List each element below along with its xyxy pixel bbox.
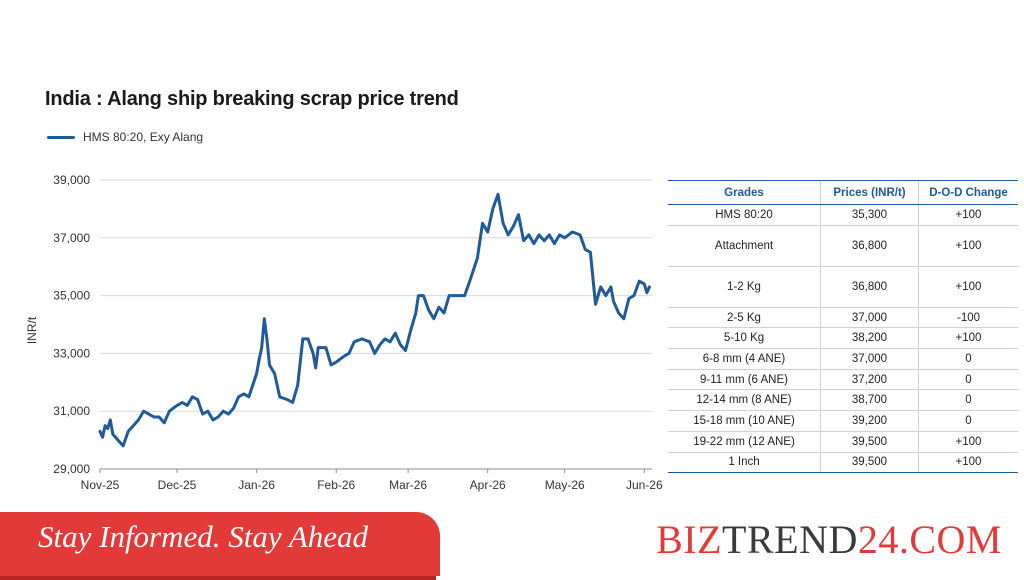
x-tick-label: Dec-25 [158, 478, 197, 492]
cell-grade: Attachment [668, 225, 821, 267]
brand-logo: BIZTREND24.COM [656, 516, 1002, 563]
x-tick-label: Feb-26 [317, 478, 355, 492]
y-tick-label: 37,000 [53, 231, 90, 245]
cell-grade: 1-2 Kg [668, 266, 821, 308]
x-tick-label: Mar-26 [389, 478, 427, 492]
slogan-text: Stay Informed. Stay Ahead [38, 519, 369, 554]
cell-price: 38,200 [820, 327, 919, 350]
chart-legend: HMS 80:20, Exy Alang [47, 130, 203, 144]
cell-grade: 12-14 mm (8 ANE) [668, 389, 821, 412]
table-row: 6-8 mm (4 ANE) 37,000 0 [668, 348, 1018, 370]
table-row: 15-18 mm (10 ANE) 39,200 0 [668, 410, 1018, 432]
brand-logo-part: BIZ [656, 517, 723, 562]
cell-change: -100 [918, 307, 1018, 329]
table-row: HMS 80:20 35,300 +100 [668, 204, 1018, 226]
cell-price: 35,300 [820, 204, 919, 226]
cell-price: 37,000 [820, 307, 919, 329]
y-tick-label: 31,000 [53, 404, 90, 418]
cell-grade: 15-18 mm (10 ANE) [668, 410, 821, 432]
cell-change: +100 [918, 431, 1018, 453]
table-body: HMS 80:20 35,300 +100 Attachment 36,800 +100 1… [668, 204, 1018, 474]
header-prices: Prices (INR/t) [820, 180, 919, 205]
cell-change: 0 [918, 410, 1018, 432]
y-tick-label: 39,000 [53, 173, 90, 187]
x-tick-label: Apr-26 [470, 478, 506, 492]
y-tick-label: 33,000 [53, 346, 90, 360]
cell-price: 36,800 [820, 225, 919, 267]
cell-change: +100 [918, 452, 1018, 474]
cell-grade: 1 Inch [668, 452, 821, 474]
header-grades: Grades [668, 180, 821, 205]
series-line [98, 192, 651, 448]
x-tick-label: May-26 [545, 478, 585, 492]
y-axis-label: INR/t [25, 316, 39, 344]
cell-change: +100 [918, 204, 1018, 226]
cell-grade: 5-10 Kg [668, 327, 821, 350]
cell-change: 0 [918, 369, 1018, 391]
table-row: 1 Inch 39,500 +100 [668, 452, 1018, 474]
legend-swatch [47, 135, 75, 139]
line-chart: 29,000 31,000 33,000 35,000 37,000 39,000 Nov-… [25, 173, 663, 492]
cell-price: 37,200 [820, 369, 919, 391]
table-row: 19-22 mm (12 ANE) 39,500 +100 [668, 431, 1018, 453]
cell-grade: 2-5 Kg [668, 307, 821, 329]
cell-change: +100 [918, 266, 1018, 308]
cell-change: 0 [918, 348, 1018, 370]
x-tick-label: Jun-26 [626, 478, 663, 492]
table-row: 9-11 mm (6 ANE) 37,200 0 [668, 369, 1018, 391]
brand-logo-part: TREND [722, 517, 858, 562]
header-dod-change: D-O-D Change [918, 180, 1018, 205]
cell-price: 39,500 [820, 452, 919, 474]
cell-grade: 9-11 mm (6 ANE) [668, 369, 821, 391]
cell-price: 38,700 [820, 389, 919, 412]
cell-change: +100 [918, 327, 1018, 350]
y-tick-label: 35,000 [53, 289, 90, 303]
x-tick-label: Jan-26 [238, 478, 275, 492]
table-row: 2-5 Kg 37,000 -100 [668, 307, 1018, 329]
table-row: 12-14 mm (8 ANE) 38,700 0 [668, 389, 1018, 412]
x-tick-label: Nov-25 [81, 478, 120, 492]
cell-grade: 19-22 mm (12 ANE) [668, 431, 821, 453]
cell-price: 36,800 [820, 266, 919, 308]
table-row: Attachment 36,800 +100 [668, 225, 1018, 267]
price-table: Grades Prices (INR/t) D-O-D Change HMS 8… [668, 180, 1018, 474]
cell-change: +100 [918, 225, 1018, 267]
table-row: 5-10 Kg 38,200 +100 [668, 327, 1018, 350]
table-header-row: Grades Prices (INR/t) D-O-D Change [668, 180, 1018, 205]
cell-change: 0 [918, 389, 1018, 412]
cell-grade: HMS 80:20 [668, 204, 821, 226]
cell-price: 37,000 [820, 348, 919, 370]
table-row: 1-2 Kg 36,800 +100 [668, 266, 1018, 308]
cell-grade: 6-8 mm (4 ANE) [668, 348, 821, 370]
brand-logo-part: 24.COM [857, 517, 1002, 562]
chart-title: India : Alang ship breaking scrap price … [45, 88, 459, 110]
cell-price: 39,200 [820, 410, 919, 432]
y-tick-label: 29,000 [53, 462, 90, 476]
cell-price: 39,500 [820, 431, 919, 453]
legend-label: HMS 80:20, Exy Alang [83, 130, 204, 144]
